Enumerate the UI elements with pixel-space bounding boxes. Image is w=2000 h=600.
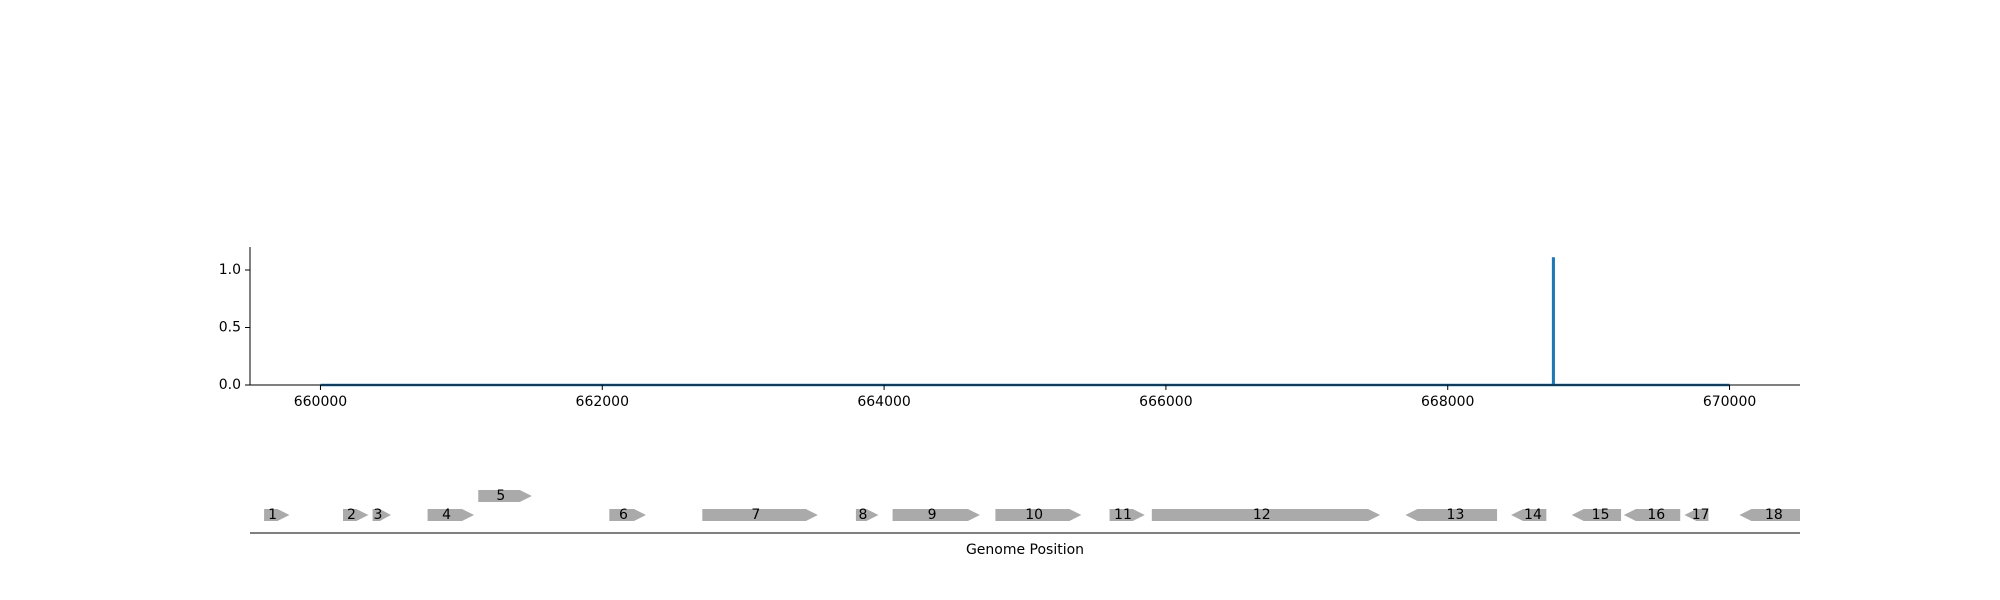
gene-2-label: 2 <box>347 507 356 523</box>
y-tick-label: 1.0 <box>219 262 241 278</box>
x-tick-label: 666000 <box>1139 394 1192 410</box>
gene-17-arrow <box>1684 509 1709 521</box>
y-ticks: 0.0 0.5 1.0 <box>219 262 250 393</box>
gene-3-label: 3 <box>373 507 382 523</box>
x-tick-label: 668000 <box>1421 394 1474 410</box>
gene-5-label: 5 <box>496 488 505 504</box>
gene-4-arrow <box>427 509 475 521</box>
gene-14-label: 14 <box>1524 507 1542 523</box>
gene-7-label: 7 <box>751 507 760 523</box>
gene-2-arrow <box>343 509 369 521</box>
gene-5-arrow <box>478 490 532 502</box>
gene-3-arrow <box>372 509 391 521</box>
gene-18-arrow <box>1739 509 1800 521</box>
gene-8-arrow <box>855 509 879 521</box>
gene-13-arrow <box>1405 509 1498 521</box>
gene-10-label: 10 <box>1025 507 1043 523</box>
gene-18-label: 18 <box>1765 507 1783 523</box>
gene-11-arrow <box>1109 509 1145 521</box>
y-tick-label: 0.5 <box>219 320 241 336</box>
x-tick-label: 662000 <box>576 394 629 410</box>
gene-16-label: 16 <box>1647 507 1665 523</box>
gene-arrows: 1 2 3 456 7 8 9 10 11 12 13 14 15 16 17 18 <box>264 488 1800 523</box>
gene-1-label: 1 <box>268 507 277 523</box>
gene-6-label: 6 <box>619 507 628 523</box>
coverage-line-1 <box>320 257 1730 387</box>
gene-17-label: 17 <box>1692 507 1710 523</box>
coverage-plot: 0.0 0.5 1.0 660000 662000 664000 666000 668000… <box>219 247 1800 410</box>
x-tick-label: 664000 <box>857 394 910 410</box>
gene-map-xlabel: Genome Position <box>966 542 1084 558</box>
gene-12-arrow <box>1151 509 1381 521</box>
gene-16-arrow <box>1623 509 1681 521</box>
x-tick-label: 670000 <box>1703 394 1756 410</box>
gene-1-arrow <box>264 509 290 521</box>
x-tick-label: 660000 <box>294 394 347 410</box>
gene-15-label: 15 <box>1592 507 1610 523</box>
gene-map: 1 2 3 456 7 8 9 10 11 12 13 14 15 16 17 18 Genome Posit… <box>250 488 1800 558</box>
gene-4-label: 4 <box>442 507 451 523</box>
gene-11-label: 11 <box>1114 507 1132 523</box>
gene-7-arrow <box>702 509 818 521</box>
gene-9-arrow <box>892 509 980 521</box>
gene-10-arrow <box>995 509 1082 521</box>
gene-6-arrow <box>609 509 646 521</box>
gene-9-label: 9 <box>928 507 937 523</box>
gene-8-label: 8 <box>859 507 868 523</box>
y-tick-label: 0.0 <box>219 377 241 393</box>
x-ticks: 660000 662000 664000 666000 668000 670000 <box>294 385 1756 410</box>
coverage-series <box>320 257 1730 387</box>
gene-12-label: 12 <box>1253 507 1271 523</box>
gene-13-label: 13 <box>1447 507 1465 523</box>
gene-14-arrow <box>1511 509 1547 521</box>
gene-15-arrow <box>1571 509 1622 521</box>
